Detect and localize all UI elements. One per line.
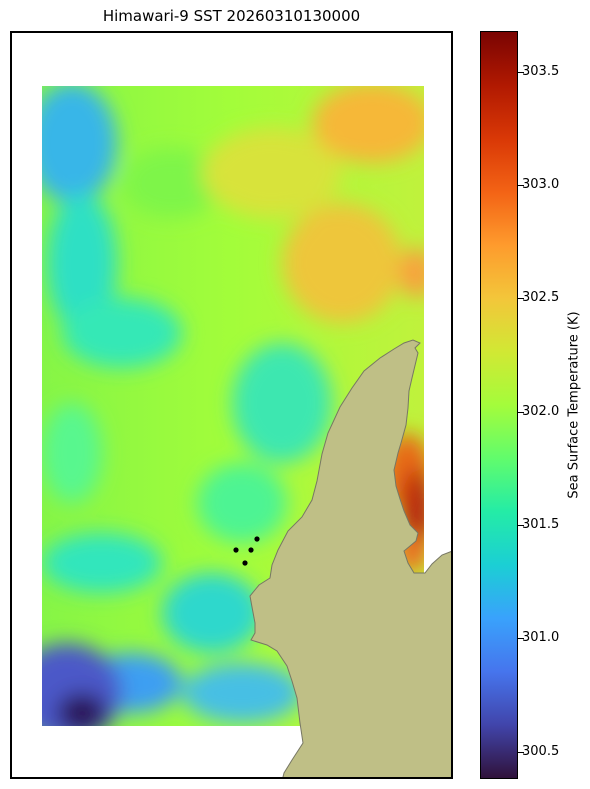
land-area — [249, 339, 451, 777]
colorbar-tick — [518, 72, 524, 73]
map-panel[interactable] — [10, 31, 453, 779]
sst-map — [42, 86, 451, 777]
colorbar-tick-label: 302.0 — [522, 404, 560, 419]
colorbar — [480, 31, 518, 779]
colorbar-tick — [518, 185, 524, 186]
colorbar-tick-label: 302.5 — [522, 290, 560, 305]
colorbar-tick-label: 300.5 — [522, 744, 560, 759]
colorbar-tick — [518, 298, 524, 299]
colorbar-label: Sea Surface Temperature (K) — [566, 311, 582, 499]
colorbar-tick — [518, 638, 524, 639]
marker-point — [242, 560, 248, 566]
colorbar-tick — [518, 525, 524, 526]
marker-point — [248, 547, 254, 553]
colorbar-tick-label: 303.0 — [522, 177, 560, 192]
colorbar-tick-label: 303.5 — [522, 64, 560, 79]
colorbar-tick-label: 301.0 — [522, 630, 560, 645]
observation-markers — [233, 536, 260, 566]
marker-point — [233, 547, 239, 553]
colorbar-tick — [518, 412, 524, 413]
marker-point — [254, 536, 260, 542]
map-title: Himawari-9 SST 20260310130000 — [102, 7, 361, 25]
colorbar-tick — [518, 752, 524, 753]
colorbar-tick-label: 301.5 — [522, 517, 560, 532]
